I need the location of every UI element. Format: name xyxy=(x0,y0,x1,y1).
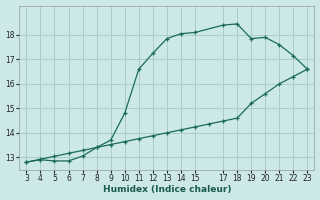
X-axis label: Humidex (Indice chaleur): Humidex (Indice chaleur) xyxy=(103,185,231,194)
